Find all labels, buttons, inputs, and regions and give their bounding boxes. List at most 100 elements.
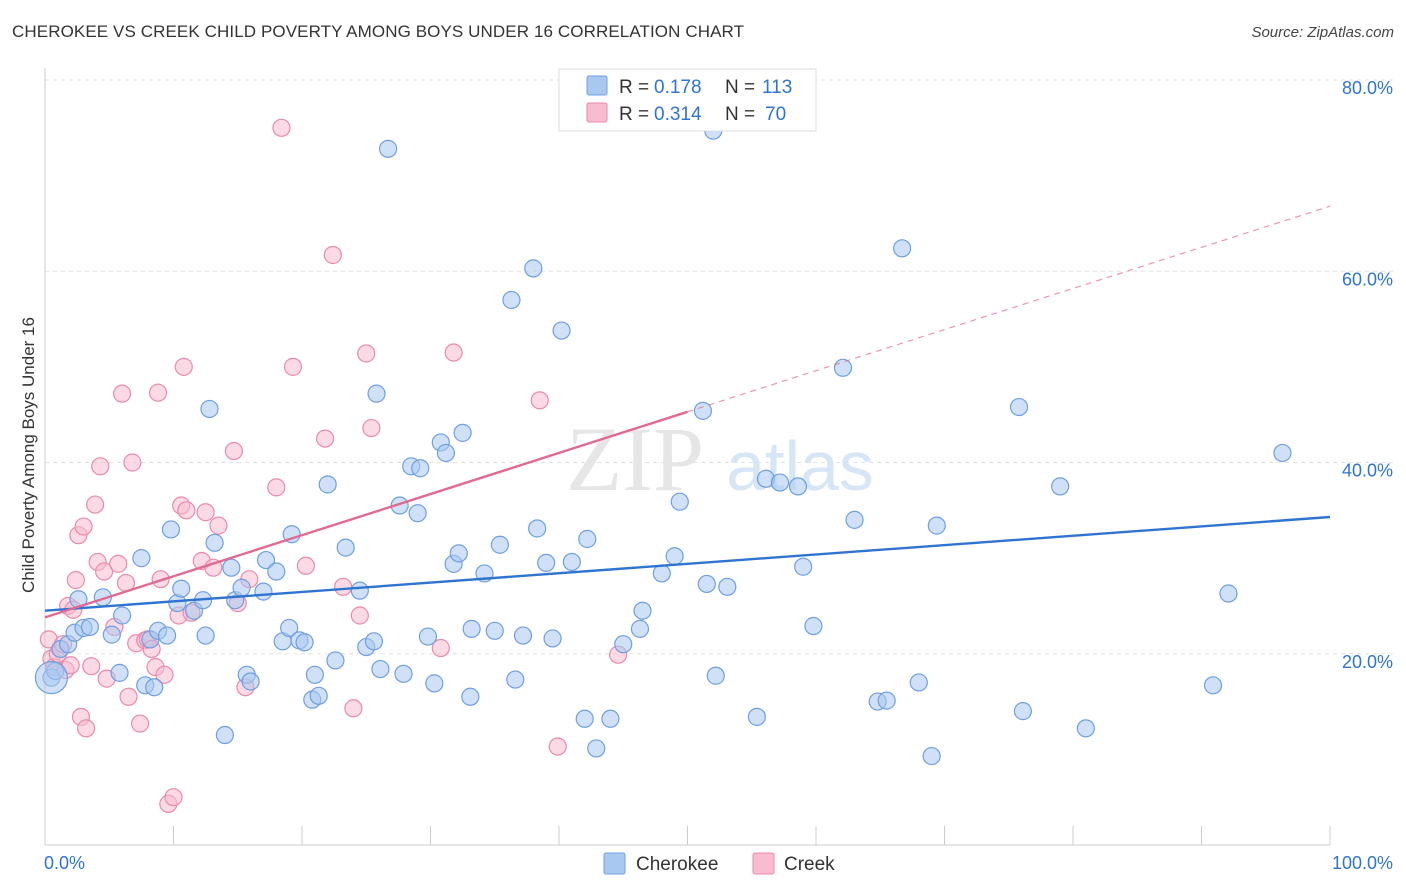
cherokee-point [222,558,241,577]
creek-point [196,503,215,522]
cherokee-point [367,384,386,403]
creek-point [86,495,105,514]
cherokee-point [575,709,594,728]
cherokee-point [112,606,132,625]
creek-point [444,343,463,362]
cherokee-point [394,664,413,683]
cherokee-point [845,510,864,529]
cherokee-point [411,459,430,478]
cherokee-point [215,725,234,745]
creek-point [177,501,196,520]
y-tick-label: 40.0% [1342,461,1393,481]
cherokee-point [670,492,689,511]
cherokee-point [305,665,324,684]
y-tick-label: 20.0% [1342,652,1393,672]
creek-point [344,699,363,718]
cherokee-point [485,621,504,640]
cherokee-point [102,625,121,644]
cherokee-point [1273,443,1292,463]
cherokee-point [1203,676,1223,695]
cherokee-point [633,601,652,620]
cherokee-point [132,549,151,568]
creek-point [130,714,150,733]
cherokee-point [927,516,946,535]
legend-top-cherokee-n-value: 113 [762,77,792,98]
cherokee-point [241,672,260,691]
y-axis-label: Child Poverty Among Boys Under 16 [19,317,38,593]
cherokee-point [425,674,444,693]
cherokee-point [747,707,766,726]
cherokee-point [770,473,790,492]
creek-point [109,554,128,573]
cherokee-point [336,538,355,557]
creek-point [296,556,315,575]
cherokee-point [157,626,177,645]
cherokee-point-large [34,661,69,695]
legend-bottom-cherokee-swatch [603,852,626,875]
creek-point [283,357,303,376]
cherokee-point [462,619,481,638]
legend-top-cherokee-r-value: 0.178 [654,77,702,98]
creek-trend-line [44,410,688,619]
cherokee-point [506,670,525,689]
legend-top-cherokee-swatch [586,75,608,96]
cherokee-point [318,475,337,494]
cherokee-point [80,617,100,637]
creek-point [224,441,243,461]
cherokee-point [794,557,813,576]
cherokee-point [1219,584,1238,603]
legend-top-creek-swatch [586,102,608,123]
cherokee-point [453,423,472,442]
cherokee-trend-line [44,515,1331,612]
creek-point [530,391,549,410]
cherokee-points [34,121,1292,766]
cherokee-point [282,525,301,544]
cherokee-point [1051,477,1070,496]
cherokee-point [254,582,273,601]
cherokee-point [110,663,129,682]
cherokee-point [892,239,912,258]
cherokee-point [295,633,314,652]
cherokee-point [436,443,456,463]
gridlines [45,79,1393,655]
cherokee-point [232,578,251,597]
cherokee-point [326,651,345,670]
cherokee-point [909,673,928,692]
creek-point [267,478,286,497]
legend-top-creek-n-value: 70 [765,104,786,125]
cherokee-point [578,529,597,549]
cherokee-point [652,564,671,583]
x-tick-label-max: 100.0% [1332,853,1393,873]
cherokee-point [309,686,328,705]
cherokee-point [449,544,468,563]
creek-point [74,517,93,536]
creek-point [548,737,567,756]
cherokee-point [552,321,571,340]
legend-top-creek-r-value: 0.314 [654,104,702,125]
cherokee-point [256,550,276,570]
creek-point [77,719,96,738]
cherokee-point [364,632,384,651]
trend-lines [44,205,1331,619]
y-tick-labels: 20.0% 40.0% 60.0% 80.0% [1342,78,1393,672]
legend-top-creek-r-label: R = [619,104,649,125]
cherokee-point [877,691,896,710]
cherokee-point [161,520,181,539]
cherokee-point [378,139,398,158]
axes [44,68,1331,846]
creek-point [112,384,132,403]
x-tick-label-min: 0.0% [44,853,85,873]
creek-point [82,657,101,676]
cherokee-point [601,709,620,728]
cherokee-point [205,533,224,552]
cherokee-point [490,535,509,554]
cherokee-point [630,619,650,638]
cherokee-point [706,666,725,685]
cherokee-point [145,678,164,697]
cherokee-point [418,627,438,646]
y-tick-label: 80.0% [1342,78,1393,98]
cherokee-point [196,626,215,645]
creek-points [39,118,628,813]
watermark: ZIP atlas [566,408,874,510]
